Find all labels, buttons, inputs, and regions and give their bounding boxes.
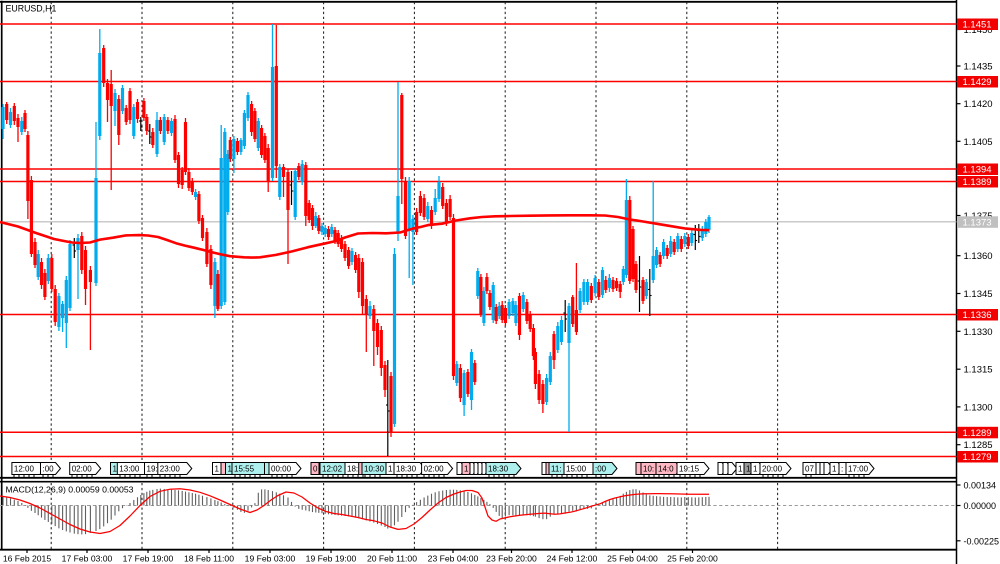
svg-text:18:30: 18:30	[488, 464, 509, 473]
svg-text:15:55: 15:55	[234, 464, 255, 473]
svg-text:1.1420: 1.1420	[964, 99, 993, 110]
svg-text:12:02: 12:02	[322, 464, 343, 473]
svg-text::: :	[841, 464, 843, 473]
svg-text:1: 1	[215, 464, 220, 473]
svg-text:18:30: 18:30	[396, 464, 417, 473]
svg-text:1.1330: 1.1330	[964, 327, 993, 338]
svg-text:24 Feb 12:00: 24 Feb 12:00	[547, 554, 598, 564]
svg-text:19:: 19:	[147, 464, 158, 473]
svg-text:1.1450: 1.1450	[964, 25, 993, 36]
svg-text:1: 1	[228, 464, 233, 473]
svg-text:25 Feb 20:00: 25 Feb 20:00	[667, 554, 718, 564]
svg-text:-0.00225: -0.00225	[964, 536, 1000, 546]
svg-text:MACD(12,26,9) 0.00059 0.00053: MACD(12,26,9) 0.00059 0.00053	[6, 485, 134, 495]
svg-text::00: :00	[43, 464, 55, 473]
svg-text:18 Feb 11:00: 18 Feb 11:00	[184, 554, 234, 564]
svg-text:10:: 10:	[643, 464, 654, 473]
svg-text:1.1300: 1.1300	[964, 402, 993, 413]
svg-text:17:00: 17:00	[848, 464, 869, 473]
svg-text:1.1405: 1.1405	[964, 137, 993, 148]
svg-text:1: 1	[113, 464, 118, 473]
svg-text:16 Feb 2015: 16 Feb 2015	[3, 554, 51, 564]
svg-text:17 Feb 19:00: 17 Feb 19:00	[123, 554, 174, 564]
svg-text:1.1285: 1.1285	[964, 440, 993, 451]
svg-text:19 Feb 03:00: 19 Feb 03:00	[245, 554, 296, 564]
svg-text:1.1451: 1.1451	[963, 20, 992, 31]
svg-text:1.1360: 1.1360	[964, 251, 993, 262]
svg-text:1.1279: 1.1279	[963, 452, 992, 463]
svg-text:17 Feb 03:00: 17 Feb 03:00	[62, 554, 113, 564]
svg-text:0.00134: 0.00134	[964, 481, 997, 491]
svg-text::00: :00	[595, 464, 607, 473]
svg-text:EURUSD,H1: EURUSD,H1	[6, 4, 57, 14]
svg-text:00:00: 00:00	[271, 464, 292, 473]
svg-text:1.1336: 1.1336	[963, 310, 992, 321]
svg-text:02:00: 02:00	[72, 464, 93, 473]
svg-text:0: 0	[313, 464, 318, 473]
svg-text:1.1345: 1.1345	[964, 289, 993, 300]
svg-text:1.1429: 1.1429	[963, 77, 992, 88]
svg-text:1: 1	[464, 464, 469, 473]
svg-text:1.1315: 1.1315	[964, 365, 993, 376]
svg-text:07: 07	[805, 464, 814, 473]
svg-text:18:30: 18:30	[347, 464, 368, 473]
svg-text:1: 1	[388, 464, 393, 473]
svg-text:25 Feb 04:00: 25 Feb 04:00	[607, 554, 658, 564]
svg-text:11:: 11:	[551, 464, 562, 473]
svg-text:14:0: 14:0	[658, 464, 674, 473]
svg-text:02:00: 02:00	[424, 464, 445, 473]
svg-text:1.1435: 1.1435	[964, 62, 993, 73]
svg-text:12:00: 12:00	[14, 464, 35, 473]
svg-text:1.1394: 1.1394	[963, 165, 992, 176]
svg-text:15:00: 15:00	[566, 464, 587, 473]
svg-text:20 Feb 11:00: 20 Feb 11:00	[367, 554, 417, 564]
svg-text:1: 1	[738, 464, 743, 473]
svg-text:1: 1	[746, 464, 751, 473]
svg-text:1: 1	[832, 464, 837, 473]
svg-text:23 Feb 04:00: 23 Feb 04:00	[428, 554, 479, 564]
svg-text:1: 1	[753, 464, 758, 473]
svg-text:10:30: 10:30	[364, 464, 385, 473]
svg-text:13:00: 13:00	[119, 464, 140, 473]
svg-text:1.1289: 1.1289	[963, 428, 992, 439]
svg-text:1.1373: 1.1373	[963, 217, 992, 228]
svg-text:19 Feb 19:00: 19 Feb 19:00	[306, 554, 357, 564]
svg-text:23:00: 23:00	[160, 464, 181, 473]
svg-text:0.00000: 0.00000	[964, 501, 997, 511]
svg-text:19:15: 19:15	[679, 464, 700, 473]
svg-text:20:00: 20:00	[762, 464, 783, 473]
svg-text:1.1389: 1.1389	[963, 177, 992, 188]
svg-text:23 Feb 20:00: 23 Feb 20:00	[486, 554, 537, 564]
